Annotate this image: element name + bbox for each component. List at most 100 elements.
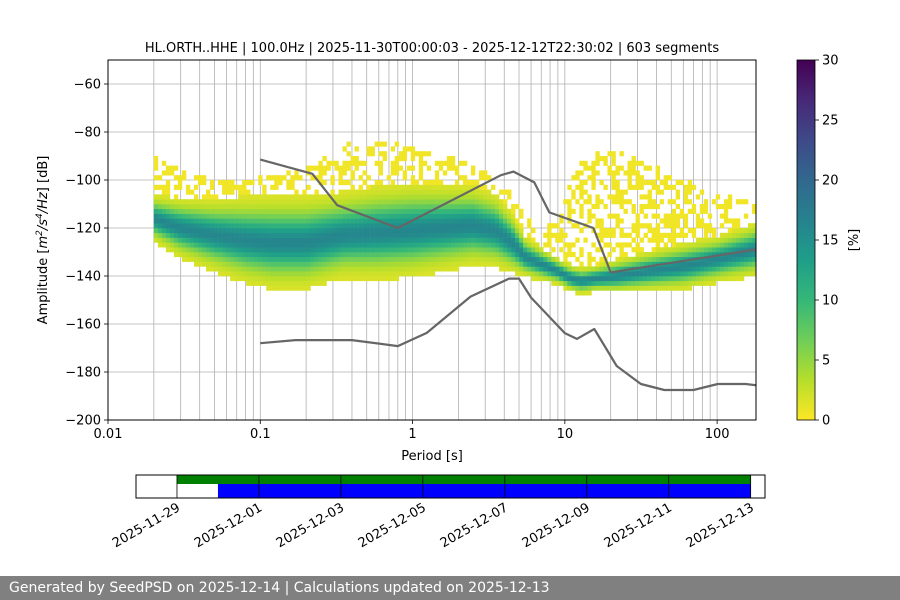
heatmap-cell [719, 247, 725, 253]
heatmap-cell [434, 256, 440, 262]
heatmap-cell [462, 199, 468, 205]
heatmap-cell [462, 218, 468, 224]
heatmap-cell [226, 232, 231, 238]
heatmap-cell [258, 261, 263, 267]
heatmap-cell [715, 261, 721, 267]
heatmap-cell [430, 194, 436, 200]
heatmap-cell [631, 276, 636, 282]
heatmap-cell [342, 180, 347, 186]
heatmap-cell [647, 280, 652, 286]
heatmap-cell [214, 228, 219, 234]
heatmap-cell [615, 261, 620, 267]
heatmap-cell [607, 276, 612, 282]
heatmap-cell [193, 247, 199, 253]
heatmap-cell [418, 247, 424, 253]
heatmap-cell [366, 199, 371, 205]
heatmap-cell [346, 180, 351, 186]
heatmap-cell [334, 208, 339, 214]
heatmap-cell [322, 276, 327, 282]
heatmap-cell [310, 242, 315, 248]
heatmap-cell [366, 184, 371, 190]
heatmap-cell [731, 218, 737, 224]
heatmap-cell [350, 261, 355, 267]
heatmap-cell [651, 261, 656, 267]
heatmap-cell [406, 213, 412, 219]
heatmap-cell [378, 247, 383, 253]
heatmap-cell [579, 271, 584, 277]
heatmap-cell [362, 189, 367, 195]
heatmap-cell [394, 237, 400, 243]
heatmap-cell [695, 247, 701, 253]
heatmap-cell [503, 228, 508, 234]
heatmap-cell [153, 208, 159, 214]
heatmap-cell [699, 237, 705, 243]
heatmap-cell [479, 242, 484, 248]
heatmap-cell [402, 194, 408, 200]
heatmap-cell [495, 218, 500, 224]
heatmap-cell [366, 218, 371, 224]
heatmap-cell [218, 237, 223, 243]
heatmap-cell [402, 252, 408, 258]
heatmap-cell [290, 242, 295, 248]
heatmap-cell [330, 194, 335, 200]
heatmap-cell [157, 199, 163, 205]
heatmap-cell [511, 247, 516, 253]
heatmap-cell [507, 256, 512, 262]
heatmap-cell [218, 242, 223, 248]
heatmap-cell [206, 194, 211, 200]
heatmap-cell [470, 232, 476, 238]
heatmap-cell [458, 252, 464, 258]
heatmap-cell [410, 189, 416, 195]
heatmap-cell [575, 223, 580, 229]
heatmap-cell [390, 242, 395, 248]
heatmap-cell [438, 261, 444, 267]
heatmap-cell [290, 218, 295, 224]
heatmap-cell [438, 213, 444, 219]
heatmap-cell [495, 208, 500, 214]
heatmap-cell [707, 223, 713, 229]
heatmap-cell [334, 165, 339, 171]
heatmap-cell [246, 189, 251, 195]
heatmap-cell [743, 266, 749, 272]
heatmap-cell [274, 247, 279, 253]
heatmap-cell [157, 232, 163, 238]
heatmap-cell [731, 237, 737, 243]
heatmap-cell [294, 237, 299, 243]
heatmap-cell [286, 180, 291, 186]
heatmap-cell [591, 165, 596, 171]
heatmap-cell [466, 180, 472, 186]
heatmap-cell [450, 184, 456, 190]
heatmap-cell [378, 189, 383, 195]
heatmap-cell [599, 280, 604, 286]
heatmap-cell [611, 151, 616, 157]
heatmap-cell [218, 247, 223, 253]
heatmap-cell [651, 276, 656, 282]
heatmap-cell [639, 261, 644, 267]
heatmap-cell [414, 189, 420, 195]
heatmap-cell [378, 223, 383, 229]
heatmap-cell [591, 271, 596, 277]
heatmap-cell [306, 213, 311, 219]
heatmap-cell [466, 213, 472, 219]
heatmap-cell [310, 165, 315, 171]
heatmap-cell [587, 280, 592, 286]
heatmap-cell [410, 256, 416, 262]
heatmap-cell [350, 252, 355, 258]
heatmap-cell [591, 180, 596, 186]
heatmap-cell [402, 218, 408, 224]
heatmap-cell [491, 208, 496, 214]
heatmap-cell [342, 194, 347, 200]
heatmap-cell [177, 184, 183, 190]
heatmap-cell [611, 170, 616, 176]
heatmap-cell [683, 271, 689, 277]
heatmap-cell [434, 160, 440, 166]
heatmap-cell [667, 266, 672, 272]
heatmap-cell [318, 261, 323, 267]
heatmap-cell [739, 252, 745, 258]
heatmap-cell [639, 237, 644, 243]
heatmap-cell [346, 237, 351, 243]
heatmap-cell [266, 199, 271, 205]
heatmap-cell [434, 228, 440, 234]
heatmap-cell [294, 252, 299, 258]
heatmap-cell [406, 247, 412, 253]
